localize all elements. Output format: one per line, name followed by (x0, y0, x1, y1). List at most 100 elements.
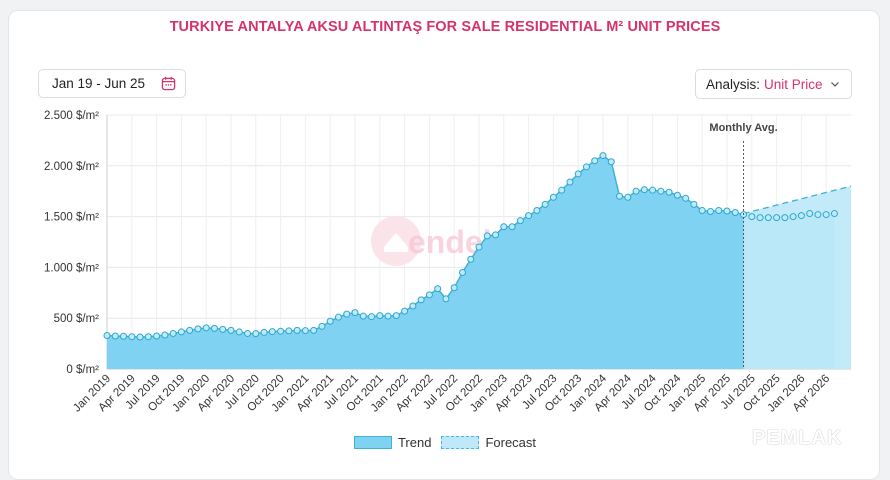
trend-point (268, 328, 276, 336)
trend-point (773, 214, 781, 222)
trend-point (450, 284, 458, 292)
brand-logo: PEMLAK (752, 427, 843, 449)
legend-item-trend[interactable]: Trend (353, 434, 432, 450)
legend: Trend Forecast (0, 433, 890, 451)
trend-point (566, 178, 574, 186)
chevron-down-icon (830, 81, 839, 87)
trend-point (640, 186, 648, 194)
trend-point (417, 296, 425, 304)
trend-point (376, 312, 384, 320)
trend-point (210, 324, 218, 332)
trend-point (458, 268, 466, 276)
trend-point (442, 295, 450, 303)
trend-point (582, 163, 590, 171)
forecast-line (743, 185, 852, 215)
trend-point (144, 333, 152, 341)
date-range-button[interactable]: Jan 19 - Jun 25 (38, 69, 186, 98)
trend-point (797, 212, 805, 220)
legend-label-trend: Trend (397, 434, 432, 450)
trend-point (682, 194, 690, 202)
chart-title: TURKIYE ANTALYA AKSU ALTINTAŞ FOR SALE R… (169, 19, 721, 35)
trend-point (533, 207, 541, 215)
trend-point (277, 327, 285, 335)
trend-point (632, 187, 640, 195)
trend-point (756, 214, 764, 222)
trend-point (177, 328, 185, 336)
trend-point (425, 291, 433, 299)
trend-point (136, 333, 144, 341)
trend-point (500, 223, 508, 231)
trend-point (169, 329, 177, 337)
calendar-icon (161, 76, 176, 91)
trend-point (219, 325, 227, 333)
trend-point (368, 313, 376, 321)
trend-point (120, 332, 128, 340)
trend-point (194, 325, 202, 333)
trend-point (293, 326, 301, 334)
y-tick-label: 0 $/m² (66, 364, 99, 376)
trend-point (401, 307, 409, 315)
trend-point (334, 313, 342, 321)
trend-point (558, 186, 566, 194)
trend-point (128, 333, 136, 341)
legend-label-forecast: Forecast (485, 434, 537, 450)
trend-point (698, 207, 706, 215)
trend-point (252, 330, 260, 338)
trend-point (616, 192, 624, 200)
trend-point (649, 186, 657, 194)
trend-point (475, 243, 483, 251)
trend-point (244, 329, 252, 337)
date-range-label: Jan 19 - Jun 25 (52, 76, 146, 91)
trend-point (814, 211, 822, 219)
legend-item-forecast[interactable]: Forecast (441, 435, 536, 450)
trend-point (690, 200, 698, 208)
trend-point (301, 327, 309, 335)
trend-point (516, 217, 524, 225)
trend-point (111, 332, 119, 340)
trend-point (789, 213, 797, 221)
trend-point (624, 193, 632, 201)
monthly-avg-label: Monthly Avg. (709, 122, 777, 134)
analysis-dropdown[interactable]: Analysis: Unit Price (695, 69, 852, 99)
trend-point (285, 327, 293, 335)
trend-point (508, 223, 516, 231)
trend-point (599, 152, 607, 160)
trend-point (467, 255, 475, 263)
trend-point (235, 328, 243, 336)
y-axis: 0 $/m² 500 $/m² 1.000 $/m² 1.500 $/m² 2.000 … (44, 110, 99, 376)
trend-point (830, 210, 838, 218)
trend-point (731, 209, 739, 217)
y-tick-label: 2.500 $/m² (44, 110, 99, 122)
trend-point (723, 207, 731, 215)
trend-point (186, 326, 194, 334)
trend-point (748, 213, 756, 221)
trend-point (202, 324, 210, 332)
trend-point (384, 312, 392, 320)
analysis-label: Analysis: (706, 76, 761, 92)
monthly-avg-marker: Monthly Avg. (709, 122, 778, 369)
y-tick-label: 1.000 $/m² (44, 262, 99, 274)
trend-point (434, 285, 442, 293)
trend-point (318, 322, 326, 330)
trend-point (409, 302, 417, 310)
trend-point (574, 170, 582, 178)
trend-point (541, 200, 549, 208)
trend-point (103, 331, 111, 339)
trend-point (607, 158, 615, 166)
series-points (103, 152, 838, 341)
trend-point (806, 210, 814, 218)
trend-point (673, 191, 681, 199)
trend-point (227, 326, 235, 334)
trend-point (665, 188, 673, 196)
analysis-value: Unit Price (764, 76, 823, 92)
trend-point (822, 211, 830, 219)
y-tick-label: 1.500 $/m² (44, 212, 99, 224)
trend-point (483, 232, 491, 240)
trend-point (310, 326, 318, 334)
trend-point (392, 312, 400, 320)
trend-point (657, 187, 665, 195)
trend-point (161, 331, 169, 339)
trend-point (764, 214, 772, 222)
